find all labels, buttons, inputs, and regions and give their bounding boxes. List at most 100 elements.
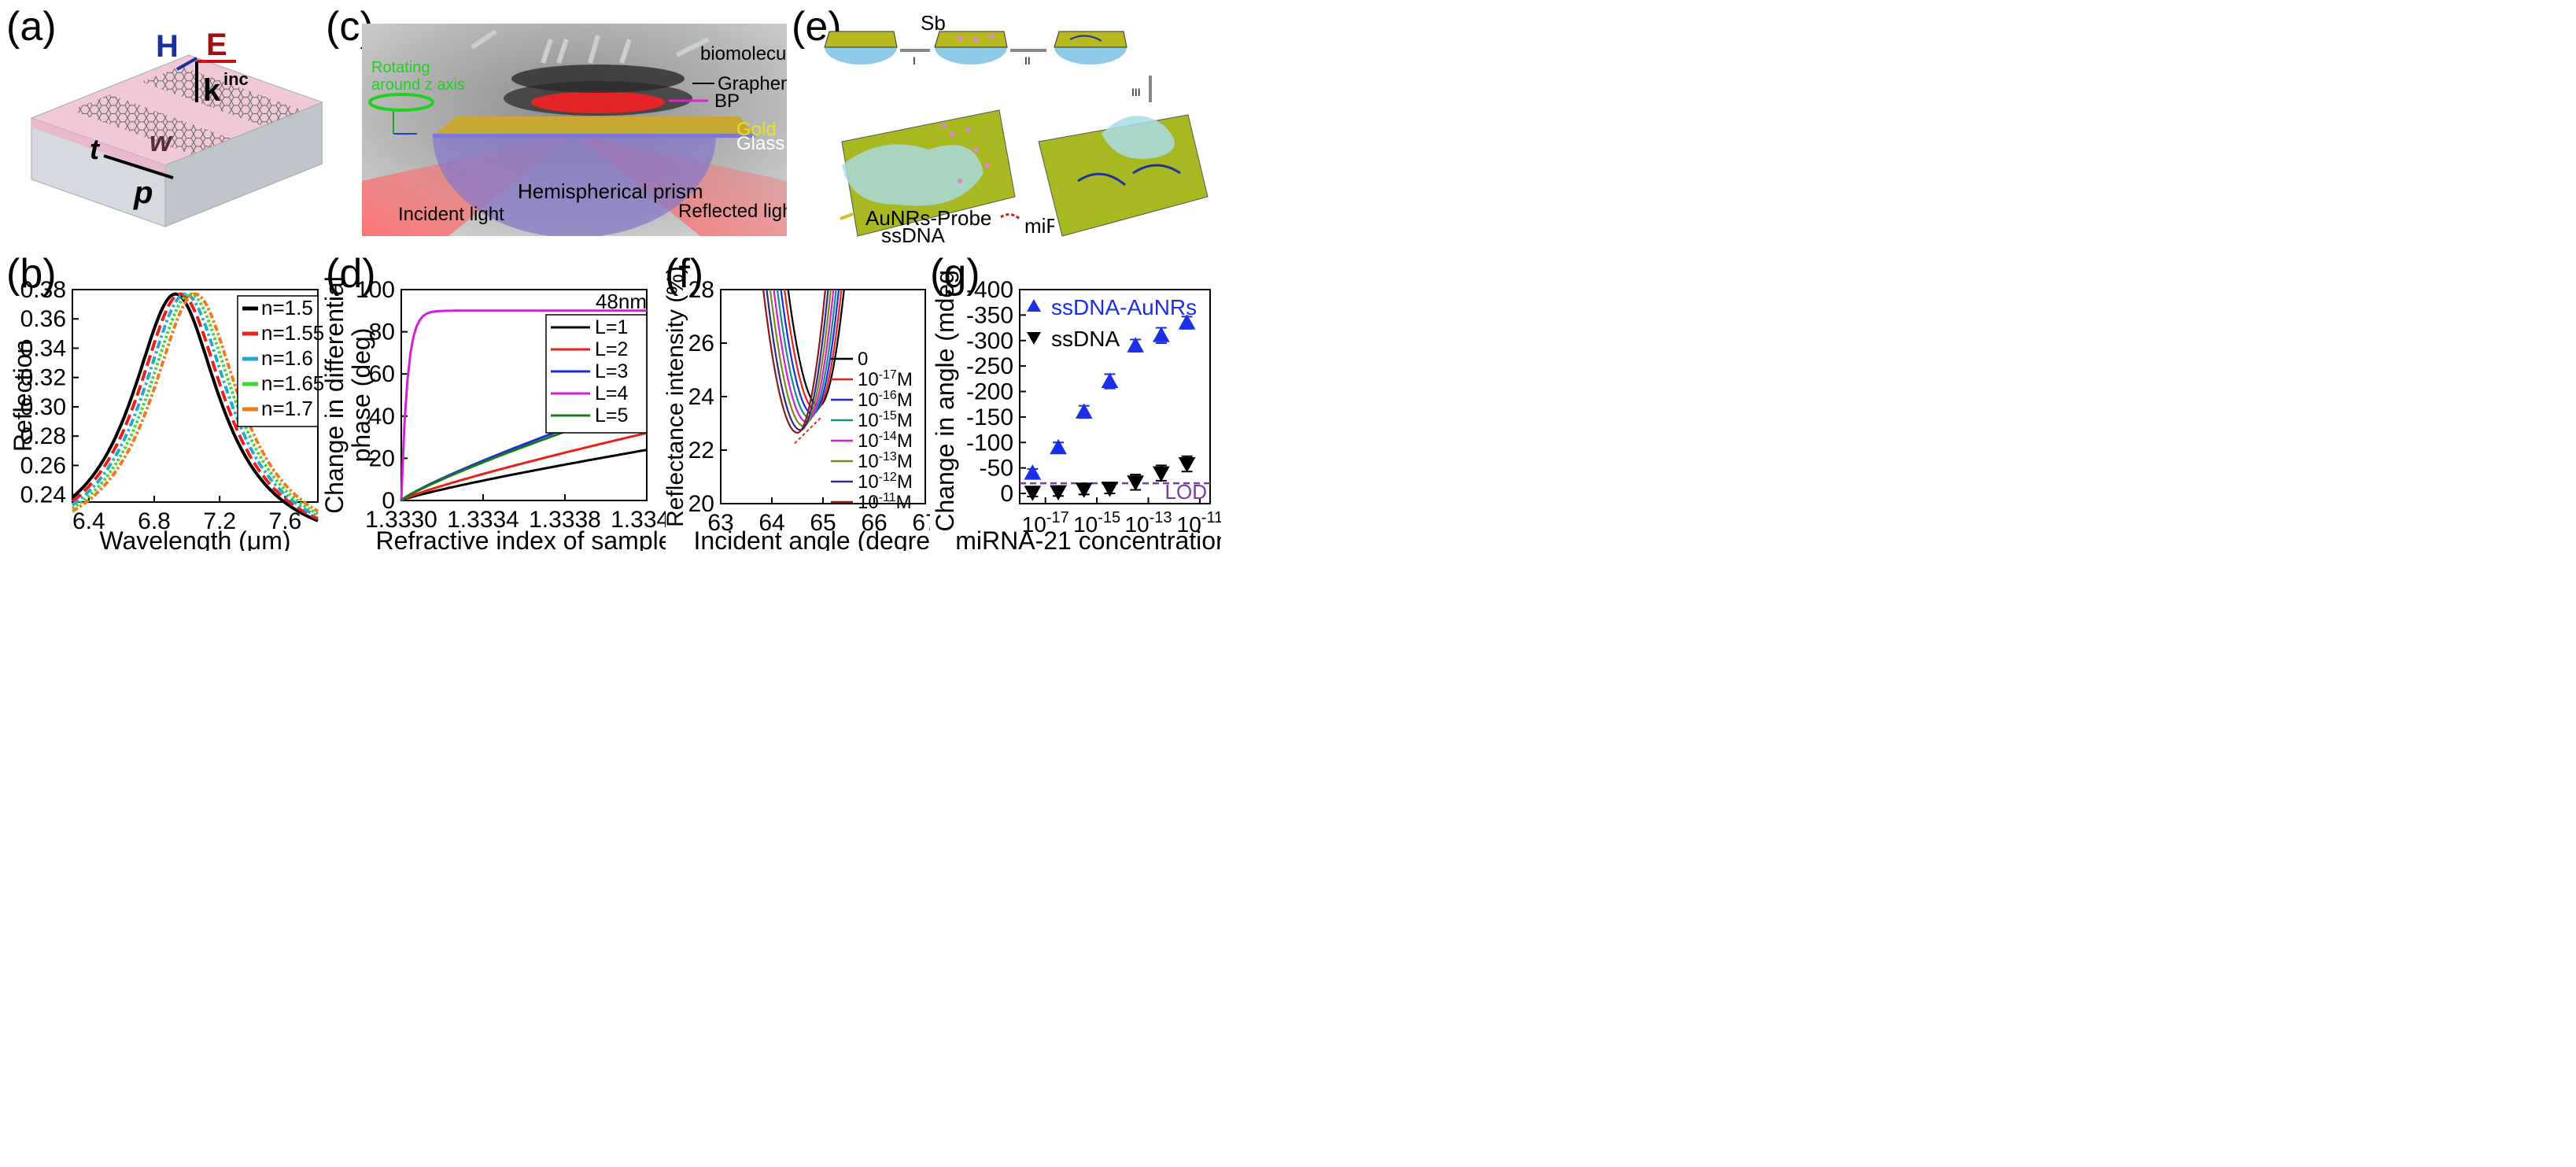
legend-entry: 0: [858, 349, 868, 370]
step-prism-3: [1054, 31, 1127, 65]
y-tick-label: 0: [382, 488, 395, 514]
x-tick-label: 10-11: [1177, 509, 1221, 537]
chart-d-differential-phase: 1.33301.33341.33381.3342020406080100L=1L…: [324, 276, 666, 551]
series-line: [766, 290, 829, 431]
chart-b-reflection-spectrum: 6.4 6.8 7.2 7.6 0.24 0.26 0.28 0.30 0.32 0.34 0.36…: [9, 277, 324, 551]
y-tick-label: 0.36: [20, 306, 66, 332]
legend-entry: n=1.7: [261, 397, 313, 420]
series-line-n=1.7: [72, 292, 319, 513]
x-axis-label: miRNA-21 concentration (M): [955, 526, 1221, 551]
legend-entry: ssDNA-AuNRs: [1051, 295, 1197, 319]
data-point-ssDNA-AuNRs: [1127, 337, 1145, 353]
k-vector-label: k: [203, 73, 221, 108]
y-tick-label: 0.32: [20, 365, 66, 391]
thickness-label: t: [90, 133, 101, 165]
plot-frame: [1019, 289, 1211, 504]
mirna-label: miRNA: [1024, 214, 1054, 238]
x-tick-label: 7.2: [203, 508, 236, 534]
y-tick-label: 0.30: [20, 394, 66, 420]
y-tick-label: -50: [980, 456, 1013, 482]
around-z-label: around z axis: [371, 76, 465, 94]
legend-box: [237, 295, 319, 427]
y-tick-label: 20: [369, 445, 395, 471]
legend-entry: 10-14M: [858, 430, 913, 452]
legend-entry: n=1.5: [261, 296, 313, 319]
y-tick-label: 20: [688, 491, 714, 517]
legend-entry: 10-13M: [858, 450, 913, 472]
legend-entry: L=3: [595, 360, 628, 382]
x-tick-label: 10-15: [1073, 509, 1120, 537]
lod-label: LOD: [1165, 480, 1207, 504]
graphene-top: [511, 65, 685, 93]
data-point-ssDNA: [1178, 456, 1196, 473]
series-line-n=1.55: [71, 292, 319, 520]
panel-label-d: (d): [326, 251, 376, 297]
series-line: [776, 290, 837, 419]
x-tick-label: 1.3334: [447, 507, 519, 533]
x-axis-label: Wavelength (μm): [99, 526, 290, 551]
x-tick-label: 1.3330: [365, 507, 437, 533]
legend-entry: 10-15M: [858, 409, 913, 431]
x-tick-label: 1.3342: [611, 507, 666, 533]
x-tick-label: 7.6: [269, 508, 302, 534]
rotating-label: Rotating: [371, 59, 430, 76]
chart-f-reflectance-intensity: 63646566672022242628010-17M10-16M10-15M1…: [666, 268, 930, 551]
y-tick-label: 24: [688, 384, 714, 410]
graphene-ribbon: [71, 94, 244, 159]
hemispherical-prism: [433, 135, 716, 236]
data-point-ssDNA-AuNRs: [1153, 327, 1170, 342]
graphene-ribbon: [142, 66, 315, 131]
schematic-mirna-detection-right: III IV: [1038, 31, 1209, 237]
y-tick-label: -150: [966, 404, 1013, 430]
x-tick-label: 10-17: [1022, 509, 1069, 537]
x-tick-label: 6.8: [138, 508, 171, 534]
y-tick-label: 100: [356, 277, 395, 303]
thickness-annotation: 48nm: [596, 290, 647, 313]
y-axis-label: Reflection: [9, 340, 37, 452]
legend-box: [545, 314, 648, 434]
y-tick-label: -200: [966, 379, 1013, 405]
legend-entry: 10-16M: [858, 389, 913, 411]
reflected-light-label: Reflected light: [678, 201, 787, 222]
y-tick-label: 0.28: [20, 423, 66, 449]
y-tick-label: -250: [966, 353, 1013, 379]
schematic-spr-sensor: Rotating around z axis biomolecule Graph…: [362, 24, 787, 236]
y-tick-label: -400: [966, 277, 1013, 303]
legend-marker: [1027, 299, 1041, 312]
y-axis-label: Change in angle (mdeg): [931, 268, 959, 532]
x-axis-label: Incident angle (degree): [693, 526, 930, 551]
mirna-cloud-right: [1102, 116, 1175, 159]
x-tick-label: 63: [707, 510, 733, 536]
x-tick-label: 66: [861, 510, 887, 536]
x-axis-label: Refractive index of sample: [375, 526, 666, 551]
k-superscript: inc: [223, 69, 249, 89]
period-label: p: [133, 175, 153, 210]
legend-entry: n=1.65: [261, 371, 324, 395]
incident-light-label: Incident light: [398, 204, 504, 225]
mirna-icon: [1000, 213, 1020, 220]
width-label: w: [149, 125, 173, 157]
step-prism-2: [934, 31, 1008, 65]
x-tick-label: 6.4: [72, 508, 105, 534]
data-point-ssDNA-AuNRs: [1024, 464, 1042, 480]
data-point-ssDNA: [1050, 485, 1067, 501]
legend-entry: L=5: [595, 404, 628, 427]
pink-layer-side: [31, 118, 165, 175]
bp-label: BP: [714, 90, 740, 112]
panel-label-f: (f): [665, 251, 704, 297]
mirna-cloud: [842, 144, 984, 206]
schematic-graphene-ribbons: H E k inc t w p: [30, 28, 323, 227]
x-tick-label: 10-13: [1124, 509, 1172, 537]
y-tick-label: 0.34: [20, 335, 66, 361]
series-line-n=1.5: [71, 292, 319, 523]
legend-entry: n=1.55: [261, 321, 324, 345]
data-point-ssDNA: [1101, 482, 1119, 497]
bp-layer: [531, 91, 665, 113]
data-point-ssDNA-AuNRs: [1178, 314, 1196, 330]
legend-marker: [1027, 332, 1041, 345]
legend-entry: L=4: [595, 382, 629, 404]
y-tick-label: -100: [966, 430, 1013, 456]
sb-label: Sb: [921, 16, 946, 35]
x-tick-label: 67: [912, 510, 930, 536]
